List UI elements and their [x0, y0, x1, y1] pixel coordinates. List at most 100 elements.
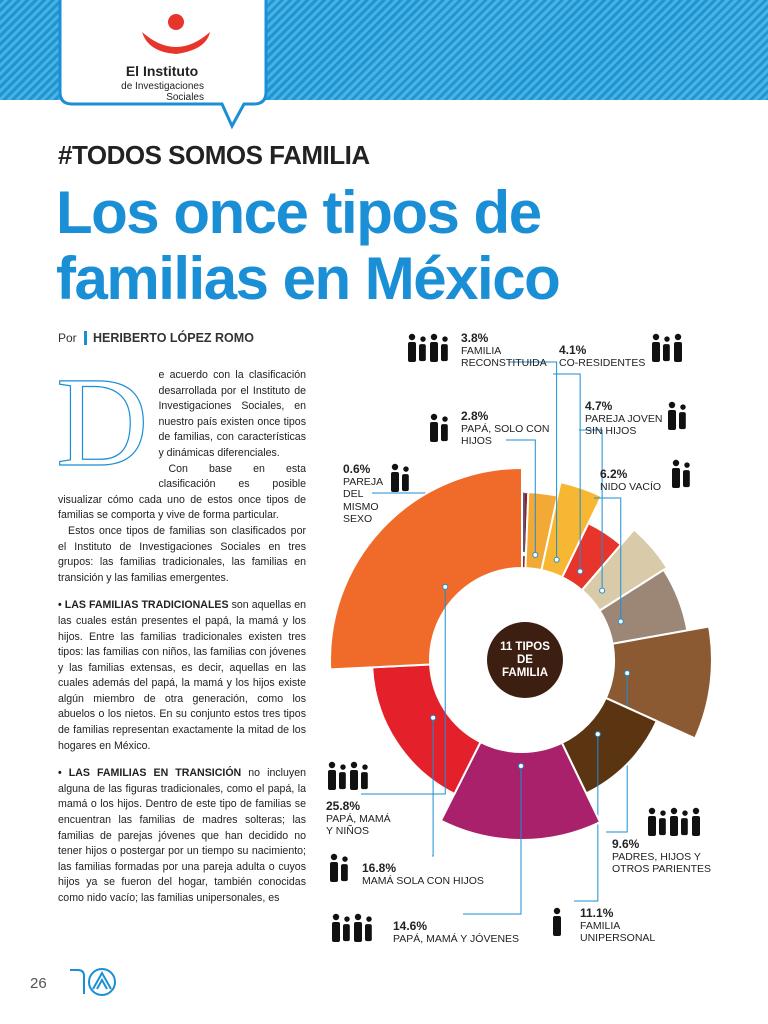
chart-label: 3.8% FAMILIA RECONSTITUIDA [461, 332, 556, 370]
logo-box [58, 0, 268, 130]
person-icon-head [420, 336, 426, 342]
person-icon-head [430, 413, 438, 421]
wedge [604, 625, 713, 740]
person-icon-head [403, 466, 409, 472]
leader-dot [442, 583, 449, 590]
leader-dot [577, 568, 584, 575]
person-icon-head [408, 333, 416, 341]
category-label: PAPÁ, SOLO CON HIJOS [461, 422, 550, 448]
person-icon-head [391, 463, 399, 471]
paragraph: e acuerdo con la clasificación desarroll… [158, 369, 306, 459]
value-label: 6.2% [600, 467, 628, 481]
person-icon-body [553, 916, 561, 936]
leader-line [508, 361, 558, 560]
person-icon-body [679, 412, 686, 430]
category-label: CO-RESIDENTES [559, 356, 646, 369]
logo-hands [142, 32, 210, 54]
chart-label: 4.1% CO-RESIDENTES [559, 344, 654, 369]
leader-line [579, 429, 603, 591]
person-icon-body [361, 772, 368, 790]
section-text: no incluyen alguna de las figuras tradic… [58, 767, 306, 904]
author: HERIBERTO LÓPEZ ROMO [84, 331, 254, 345]
category-label: PADRES, HIJOS Y OTROS PARIENTES [612, 850, 711, 876]
category-label: PAPÁ, MAMÁ Y JÓVENES [393, 932, 520, 945]
chart-label: 2.8% PAPÁ, SOLO CON HIJOS [461, 410, 551, 448]
person-icon-body [652, 342, 660, 362]
value-label: 9.6% [612, 837, 640, 851]
person-icon-head [442, 416, 448, 422]
person-icon-body [659, 818, 666, 836]
person-icon-head [332, 913, 340, 921]
person-icon-body [419, 344, 426, 362]
value-label: 4.1% [559, 343, 587, 357]
value-label: 0.6% [343, 462, 371, 476]
person-icon-body [365, 924, 372, 942]
person-icon-body [343, 924, 350, 942]
wedge [329, 466, 523, 671]
chart-label: 0.6% PAREJA DEL MISMO SEXO [343, 463, 401, 526]
footer-logo [88, 968, 116, 996]
logo-title: El Instituto [126, 63, 198, 79]
person-icon-body [408, 342, 416, 362]
person-icon-body [668, 410, 676, 430]
paragraph: Estos once tipos de familias son clasifi… [58, 524, 306, 584]
chart-center-label: 11 TIPOS DE FAMILIA [487, 622, 563, 698]
leader-dot [518, 762, 525, 769]
value-label: 25.8% [326, 799, 361, 813]
person-icon-head [362, 764, 368, 770]
person-icon-head [430, 333, 438, 341]
chart-label: 16.8% MAMÁ SOLA CON HIJOS [362, 862, 502, 887]
person-icon-body [441, 424, 448, 442]
paragraph: Con base en esta clasificación es posibl… [58, 462, 306, 522]
person-icon-head [340, 764, 346, 770]
section-lead: • LAS FAMILIAS TRADICIONALES [58, 599, 229, 612]
leader-line [553, 373, 581, 572]
leader-dot [430, 714, 437, 721]
article: D e acuerdo con la clasificación desarro… [58, 368, 306, 948]
section-text: son aquellas en las cuales están present… [58, 599, 306, 752]
person-icon-body [674, 342, 682, 362]
leader-line [594, 497, 622, 622]
value-label: 4.7% [585, 399, 613, 413]
chart-label: 14.6% PAPÁ, MAMÁ Y JÓVENES [393, 920, 533, 945]
leader-dot [617, 618, 624, 625]
person-icon-body [339, 772, 346, 790]
person-icon-body [391, 472, 399, 492]
page-number: 26 [30, 975, 47, 992]
person-icon-body [332, 922, 340, 942]
person-icon-body [354, 922, 362, 942]
leader-line [361, 586, 446, 795]
person-icon-body [670, 816, 678, 836]
person-icon-head [366, 916, 372, 922]
kicker: #TODOS SOMOS FAMILIA [58, 140, 370, 170]
person-icon-head [342, 856, 348, 862]
footer-mark [70, 969, 85, 994]
leader-line [463, 765, 522, 915]
person-icon-head [330, 853, 338, 861]
person-icon-body [341, 864, 348, 882]
category-label: FAMILIA UNIPERSONAL [580, 919, 656, 945]
person-icon-body [328, 770, 336, 790]
category-label: NIDO VACÍO [600, 480, 662, 493]
person-icon-head [682, 810, 688, 816]
logo-subtitle: Sociales [166, 92, 204, 103]
person-icon-body [672, 468, 680, 488]
leader-line [432, 717, 434, 857]
logo-head [168, 14, 184, 30]
person-icon-head [664, 336, 670, 342]
person-icon-head [354, 913, 362, 921]
person-icon-head [668, 401, 676, 409]
person-icon-body [441, 344, 448, 362]
leader-dot [624, 670, 631, 677]
leader-dot [594, 731, 601, 738]
drop-cap: D [58, 368, 149, 493]
leader-line [574, 734, 599, 902]
footer-logo-mark [92, 970, 112, 990]
person-icon-body [648, 816, 656, 836]
category-label: MAMÁ SOLA CON HIJOS [362, 874, 484, 887]
person-icon-body [350, 770, 358, 790]
byline-prefix: Por [58, 331, 77, 345]
logo-subtitle: de Investigaciones [121, 81, 204, 92]
